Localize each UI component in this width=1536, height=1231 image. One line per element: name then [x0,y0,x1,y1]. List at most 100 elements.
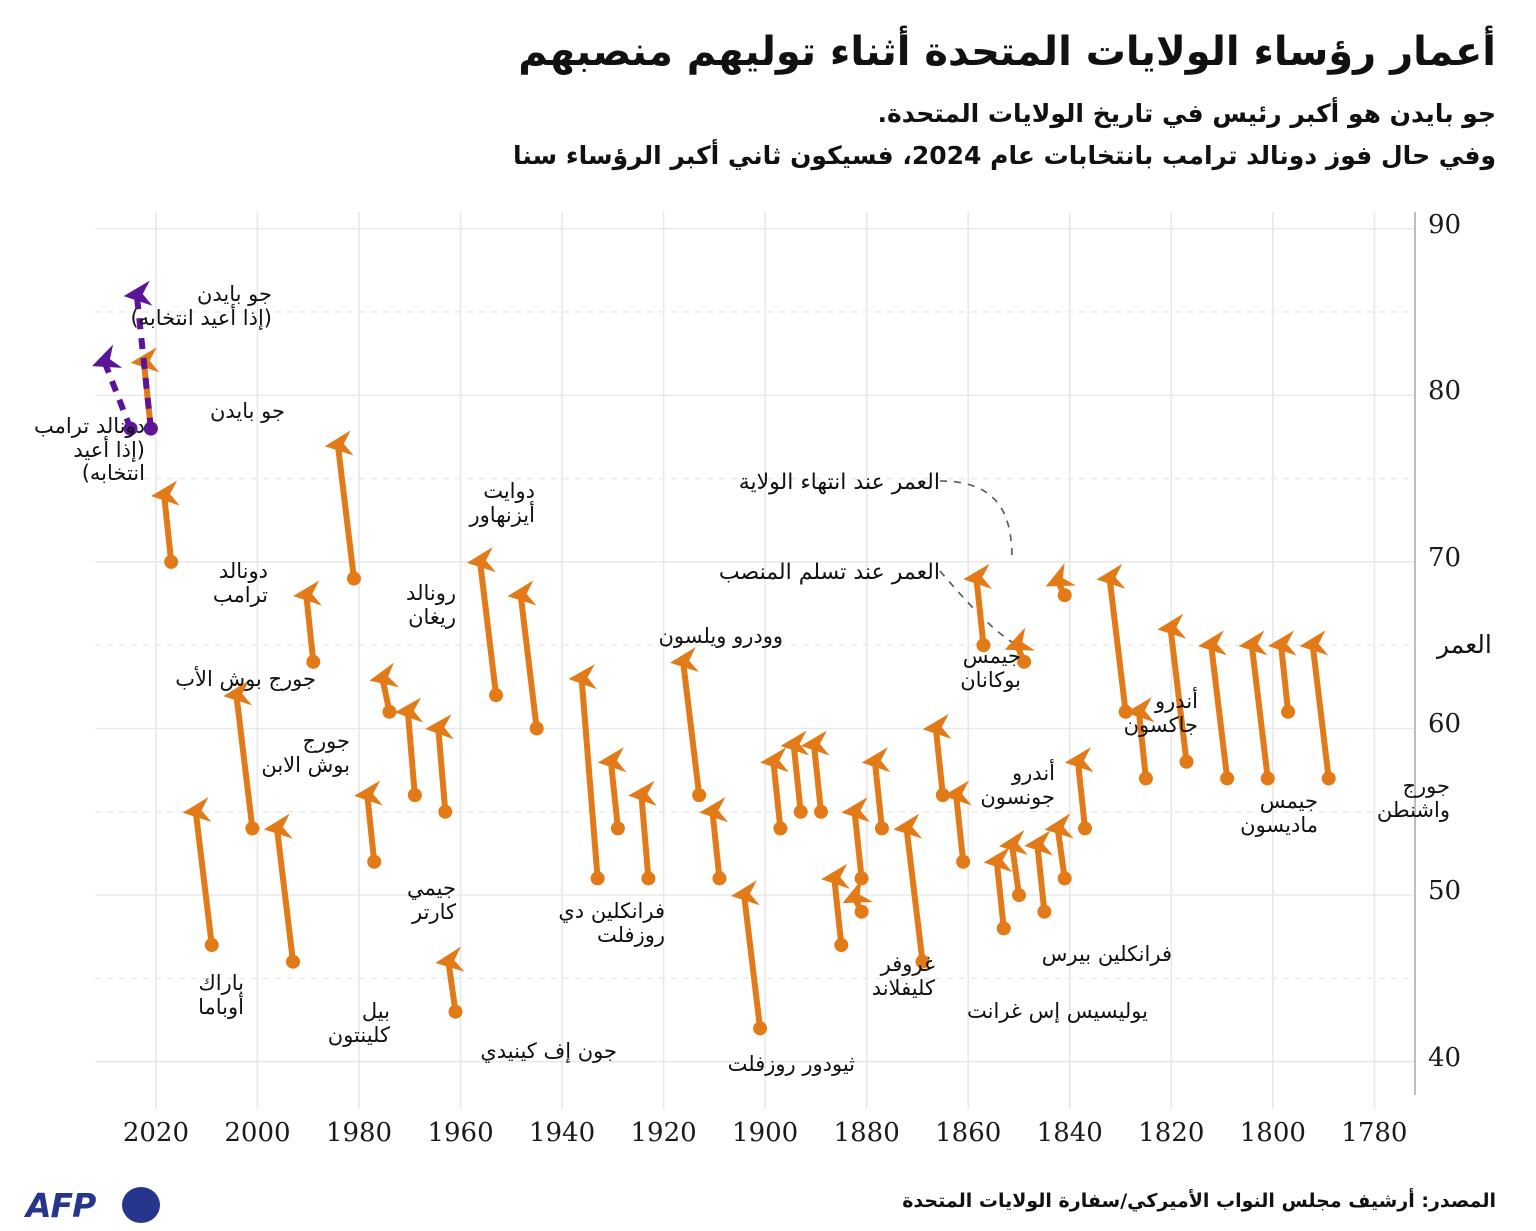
president-arrow [1125,697,1155,786]
arrow-start-dot [1012,888,1026,903]
president-arrow [963,563,993,653]
arrow-start-dot [641,871,656,886]
president-arrow [699,797,729,886]
arrow-start-dot [123,421,138,436]
president-arrow [922,713,952,803]
y-tick-70: 70 [1428,542,1462,573]
arrow-start-dot [1260,771,1275,786]
arrow-start-dot [286,954,300,969]
x-tick-1800: 1800 [1239,1118,1306,1148]
president-label: جيمي كارتر [407,876,456,924]
president-arrow [425,714,454,819]
x-tick-1980: 1980 [325,1118,393,1148]
president-arrow [1004,627,1036,669]
president-label: غروفر كليفلاند [871,952,935,1000]
arrow-start-dot [814,804,828,819]
president-arrow [983,847,1013,936]
x-tick-2000: 2000 [224,1118,291,1148]
x-tick-1900: 1900 [732,1118,799,1148]
arrow-start-dot [438,804,453,819]
arrow-start-dot [306,654,321,669]
president-arrow [1238,630,1275,786]
arrow-start-dot [1179,754,1194,769]
president-label: دوايت أيزنهاور [469,479,535,527]
arrow-start-dot [854,904,869,919]
president-arrow [1024,830,1053,919]
president-label: جورج بوش الابن [261,729,350,777]
president-arrow [150,480,180,569]
president-label: يوليسيس إس غرانت [967,999,1148,1023]
president-arrow [730,880,768,1036]
arrow-start-dot [143,421,158,436]
arrow-start-dot [793,804,808,819]
president-arrow [263,813,300,969]
afp-logo-circle [122,1187,160,1223]
president-arrow [568,664,605,886]
arrow-start-dot [204,938,219,953]
president-arrow [507,580,544,736]
arrow-start-dot [1078,821,1092,836]
arrow-start-dot [407,788,422,803]
arrow-start-dot [854,871,869,886]
x-tick-2020: 2020 [122,1118,189,1148]
president-arrow [92,344,138,436]
president-label: أندرو جاكسون [1123,689,1198,737]
arrow-start-dot [874,821,889,836]
president-label: جو بايدن [209,399,285,423]
x-tick-1960: 1960 [427,1118,494,1148]
arrow-start-dot [956,854,971,869]
arrow-start-dot [935,788,950,803]
president-arrow [1299,630,1336,786]
president-arrow [293,580,322,669]
president-label: جيمس ماديسون [1240,789,1318,837]
president-arrow [760,747,789,836]
arrow-start-dot [1037,904,1052,919]
president-arrow [435,946,465,1019]
president-label: دونالد ترامب (إذا أعيد انتخابه) [34,414,145,486]
president-label: رونالد ريغان [406,581,456,629]
arrow-start-dot [590,871,605,886]
president-arrow [628,780,657,886]
president-arrow [354,780,383,869]
y-axis-title: العمر [1437,630,1492,659]
president-label: ثيودور روزفلت [727,1052,855,1076]
president-arrow [1157,613,1194,769]
president-label: وودرو ويلسون [658,624,783,648]
president-arrow [842,879,873,919]
arrow-start-dot [834,938,849,953]
president-label: باراك أوباما [198,971,244,1019]
president-label: جو بايدن (إذا أعيد انتخابه) [130,282,272,330]
x-tick-1880: 1880 [833,1118,900,1148]
president-arrow [369,662,400,719]
president-arrow [780,730,810,819]
x-tick-1780: 1780 [1341,1118,1408,1148]
arrow-start-dot [692,788,707,803]
president-arrow [1267,630,1297,719]
arrow-start-dot [610,821,625,836]
x-tick-1860: 1860 [935,1118,1002,1148]
president-label: أندرو جونسون [980,761,1055,809]
arrow-start-dot [915,954,930,969]
president-arrow [1064,747,1094,836]
arrow-start-dot [245,821,260,836]
page-title: أعمار رؤساء الولايات المتحدة أثناء توليه… [518,29,1496,75]
president-label: بيل كلينتون [327,999,390,1047]
president-label: جيمس بوكانان [960,644,1021,692]
footer: المصدر: أرشيف مجلس النواب الأميركي/سفارة… [0,1176,1536,1231]
x-tick-1820: 1820 [1138,1118,1205,1148]
x-tick-1840: 1840 [1036,1118,1103,1148]
source-text: المصدر: أرشيف مجلس النواب الأميركي/سفارة… [902,1190,1496,1212]
arrow-start-dot [367,854,382,869]
president-label: جون إف كينيدي [480,1039,617,1063]
president-arrow [466,547,504,703]
arrow-start-dot [976,638,991,653]
president-label: فرانكلين بيرس [1041,942,1172,966]
president-arrow [800,730,830,819]
president-arrow [942,780,972,869]
annotation-end-of-term: العمر عند انتهاء الولاية [738,470,940,495]
arrow-start-dot [712,871,727,886]
president-arrow [1045,562,1076,603]
arrow-start-dot [1138,771,1153,786]
